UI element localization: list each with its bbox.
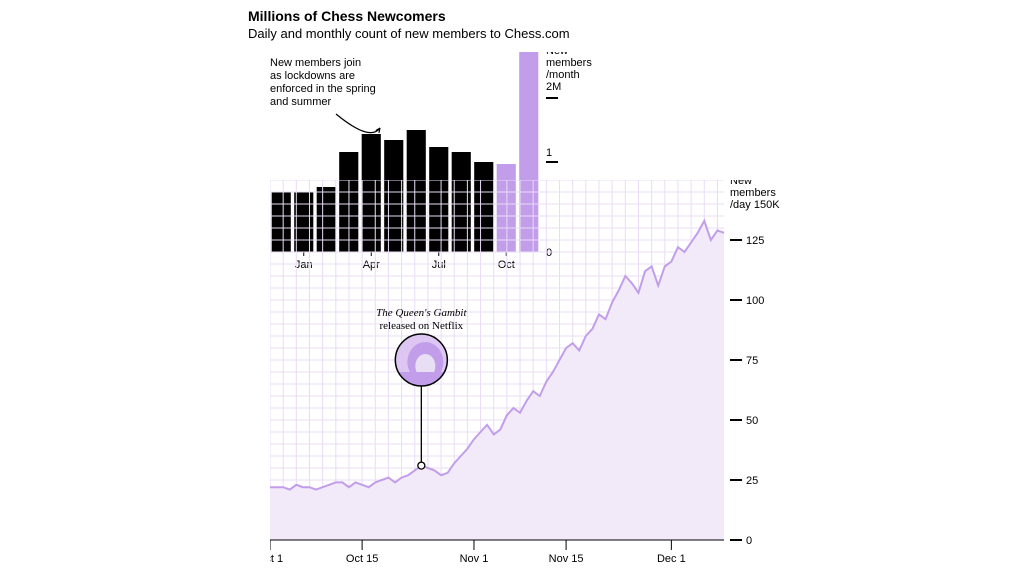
line-x-tick-label: Oct 15 [346,553,378,565]
line-y-tick: 25 [746,475,758,487]
chart-subtitle: Daily and monthly count of new members t… [248,26,778,41]
bar-y-tick: 1 [546,147,552,159]
chart-title: Millions of Chess Newcomers [248,8,778,24]
chart-container: Millions of Chess Newcomers Daily and mo… [248,8,778,568]
line-y-tick: 50 [746,415,758,427]
line-x-tick-label: Nov 1 [460,553,489,565]
area-fill [270,221,724,540]
line-y-label-line: /day 150K [730,199,780,211]
line-x-tick-label: Nov 15 [549,553,584,565]
bar-y-label-line: 2M [546,81,561,93]
line-x-tick-label: Dec 1 [657,553,686,565]
annotation-arrow [336,114,380,133]
callout-text: released on Netflix [379,320,463,332]
line-y-tick: 100 [746,295,764,307]
callout-text-italic: The Queen's Gambit [376,307,467,319]
bar-y-label-line: members [546,57,592,69]
line-y-tick: 0 [746,535,752,547]
line-y-tick: 125 [746,235,764,247]
bar-y-label-line: /month [546,69,580,81]
line-x-tick-label: Oct 1 [270,553,283,565]
line-y-tick: 75 [746,355,758,367]
line-chart: Oct 1 Oct 15 Nov 1 Nov 15 Dec 1 Newmembers/da… [270,180,780,570]
line-y-label-line: New [730,180,752,187]
bar-annotation-line: New members join [270,57,361,69]
bar-annotation-line: and summer [270,96,331,108]
line-y-label-line: members [730,187,776,199]
callout-marker [418,462,425,469]
bar-annotation-line: enforced in the spring [270,83,376,95]
bar-annotation-line: as lockdowns are [270,70,355,82]
